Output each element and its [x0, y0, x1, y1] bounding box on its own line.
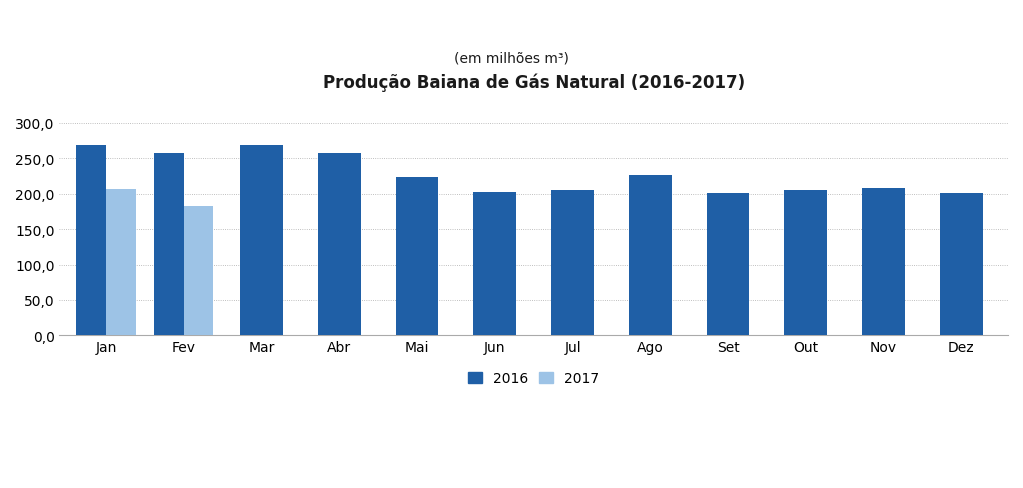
Text: (em milhões m³): (em milhões m³) [454, 51, 569, 65]
Bar [77, 145, 106, 336]
Bar [396, 178, 439, 336]
Bar [474, 192, 517, 336]
Bar [318, 153, 361, 336]
Bar [785, 191, 828, 336]
Title: Produção Baiana de Gás Natural (2016-2017): Produção Baiana de Gás Natural (2016-201… [322, 74, 745, 92]
Bar [629, 176, 672, 336]
Bar [184, 206, 214, 336]
Bar [240, 146, 283, 336]
Bar [551, 191, 594, 336]
Legend: 2016, 2017: 2016, 2017 [462, 366, 605, 391]
Bar [862, 189, 905, 336]
Bar [154, 154, 184, 336]
Bar [940, 194, 983, 336]
Bar [707, 194, 750, 336]
Bar [106, 189, 136, 336]
